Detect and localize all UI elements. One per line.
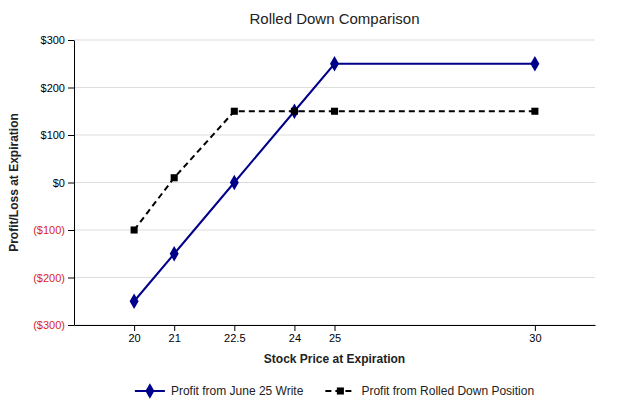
legend-marker [337, 387, 344, 394]
y-tick: $300 [41, 34, 74, 46]
y-tick-mark [68, 230, 74, 231]
series-marker [530, 56, 539, 72]
y-axis-title: Profit/Loss at Expiration [7, 113, 21, 252]
x-tick: 30 [529, 325, 541, 344]
series-marker [331, 108, 338, 115]
legend-item: Profit from June 25 Write [135, 383, 304, 399]
x-tick: 25 [329, 325, 341, 344]
series [130, 56, 540, 309]
y-tick: ($200) [33, 272, 74, 284]
series-marker [291, 108, 298, 115]
x-tick-label: 25 [329, 332, 341, 344]
y-tick-label: $300 [41, 34, 65, 46]
x-tick: 20 [128, 325, 140, 344]
x-tick-label: 24 [289, 332, 301, 344]
y-tick: $100 [41, 129, 74, 141]
y-tick-mark [68, 183, 74, 184]
marks [130, 56, 540, 309]
y-tick-label: ($100) [33, 224, 65, 236]
series-line [134, 111, 535, 230]
series-marker [131, 226, 138, 233]
grid-line [74, 277, 595, 278]
y-tick-label: $0 [53, 177, 65, 189]
y-tick: $0 [53, 177, 74, 189]
y-tick-mark [68, 325, 74, 326]
grid [74, 40, 595, 325]
grid-line [74, 182, 595, 183]
x-tick-mark [234, 325, 235, 331]
y-tick-label: ($300) [33, 319, 65, 331]
y-tick: ($300) [33, 319, 74, 331]
grid-line [74, 135, 595, 136]
y-axis-line [74, 41, 75, 326]
x-tick-mark [174, 325, 175, 331]
x-tick-mark [134, 325, 135, 331]
series-marker [130, 293, 139, 309]
series-marker [171, 174, 178, 181]
y-tick-mark [68, 88, 74, 89]
grid-line [74, 40, 595, 41]
y-axis: ($300) ($200) ($100) $0 $100 $200 $300 [33, 34, 74, 331]
legend-item: Profit from Rolled Down Position [325, 384, 534, 398]
legend-label: Profit from Rolled Down Position [361, 384, 534, 398]
x-axis-title: Stock Price at Expiration [264, 352, 405, 366]
x-tick: 22.5 [224, 325, 245, 344]
series-line [134, 64, 535, 302]
series [131, 108, 539, 234]
grid-line [74, 87, 595, 88]
grid-line [74, 230, 595, 231]
x-tick-label: 22.5 [224, 332, 245, 344]
series-marker [531, 108, 538, 115]
y-tick-label: $100 [41, 129, 65, 141]
y-tick-label: $200 [41, 82, 65, 94]
x-tick-mark [294, 325, 295, 331]
x-tick-label: 20 [128, 332, 140, 344]
series-marker [230, 175, 239, 191]
x-tick: 21 [169, 325, 181, 344]
series-marker [290, 103, 299, 119]
legend: Profit from June 25 Write Profit from Rol… [135, 383, 534, 399]
legend-marker [145, 383, 154, 399]
x-tick-mark [335, 325, 336, 331]
chart-container: 20 21 22.5 24 25 30 ($300) ($200) ($100) $0 $100 $2… [0, 0, 619, 413]
y-tick-label: ($200) [33, 272, 65, 284]
x-tick-label: 30 [529, 332, 541, 344]
series-marker [231, 108, 238, 115]
series-marker [330, 56, 339, 72]
chart-svg: 20 21 22.5 24 25 30 ($300) ($200) ($100) $0 $100 $2… [0, 0, 619, 413]
x-tick-label: 21 [169, 332, 181, 344]
y-tick-mark [68, 135, 74, 136]
y-tick: $200 [41, 82, 74, 94]
x-tick-mark [535, 325, 536, 331]
y-tick-mark [68, 40, 74, 41]
plot-area: 20 21 22.5 24 25 30 ($300) ($200) ($100) $0 $100 $2… [33, 34, 595, 344]
y-tick-mark [68, 278, 74, 279]
chart-title: Rolled Down Comparison [249, 10, 419, 27]
y-tick: ($100) [33, 224, 74, 236]
x-tick: 24 [289, 325, 301, 344]
series-marker [170, 246, 179, 262]
x-axis: 20 21 22.5 24 25 30 [75, 325, 596, 344]
legend-label: Profit from June 25 Write [171, 384, 304, 398]
